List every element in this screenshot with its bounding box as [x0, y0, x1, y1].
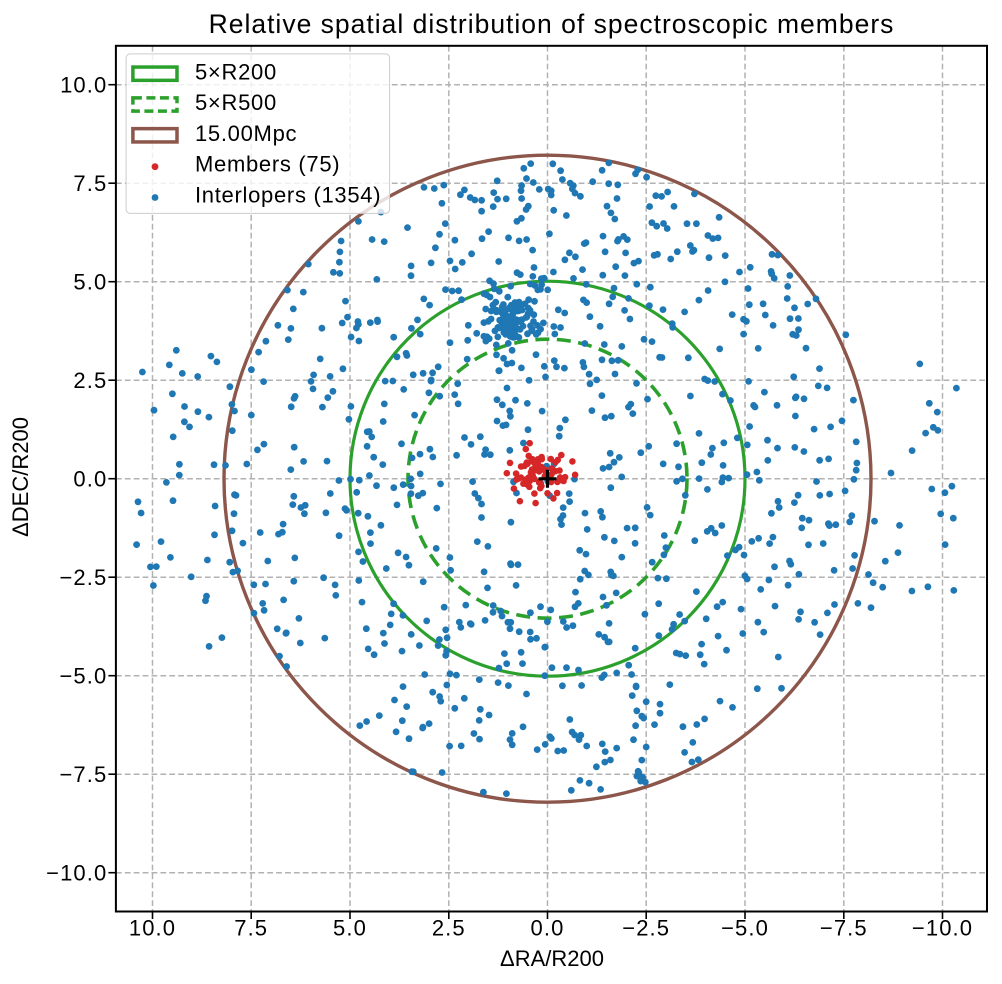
svg-text:10.0: 10.0	[129, 916, 176, 941]
svg-text:Interlopers (1354): Interlopers (1354)	[195, 183, 381, 208]
svg-text:2.5: 2.5	[73, 368, 107, 393]
svg-text:ΔDEC/R200: ΔDEC/R200	[8, 417, 33, 537]
svg-text:−2.5: −2.5	[59, 565, 107, 590]
svg-text:−10.0: −10.0	[912, 916, 973, 941]
svg-text:ΔRA/R200: ΔRA/R200	[500, 946, 604, 971]
svg-text:−7.5: −7.5	[820, 916, 868, 941]
svg-text:5×R200: 5×R200	[195, 59, 277, 84]
svg-text:0.0: 0.0	[73, 467, 107, 492]
svg-text:−2.5: −2.5	[622, 916, 670, 941]
svg-text:7.5: 7.5	[73, 171, 107, 196]
svg-text:5.0: 5.0	[73, 270, 107, 295]
svg-text:5.0: 5.0	[333, 916, 367, 941]
svg-text:15.00Mpc: 15.00Mpc	[195, 121, 297, 146]
svg-text:5×R500: 5×R500	[195, 90, 277, 115]
svg-text:2.5: 2.5	[432, 916, 466, 941]
svg-text:Relative spatial distribution: Relative spatial distribution of spectro…	[209, 9, 895, 39]
svg-text:−5.0: −5.0	[59, 664, 107, 689]
svg-text:0.0: 0.0	[531, 916, 565, 941]
svg-text:−7.5: −7.5	[59, 762, 107, 787]
svg-text:−10.0: −10.0	[46, 861, 107, 886]
svg-text:Members (75): Members (75)	[195, 152, 340, 177]
svg-text:10.0: 10.0	[60, 73, 107, 98]
svg-text:7.5: 7.5	[234, 916, 268, 941]
svg-text:−5.0: −5.0	[721, 916, 769, 941]
